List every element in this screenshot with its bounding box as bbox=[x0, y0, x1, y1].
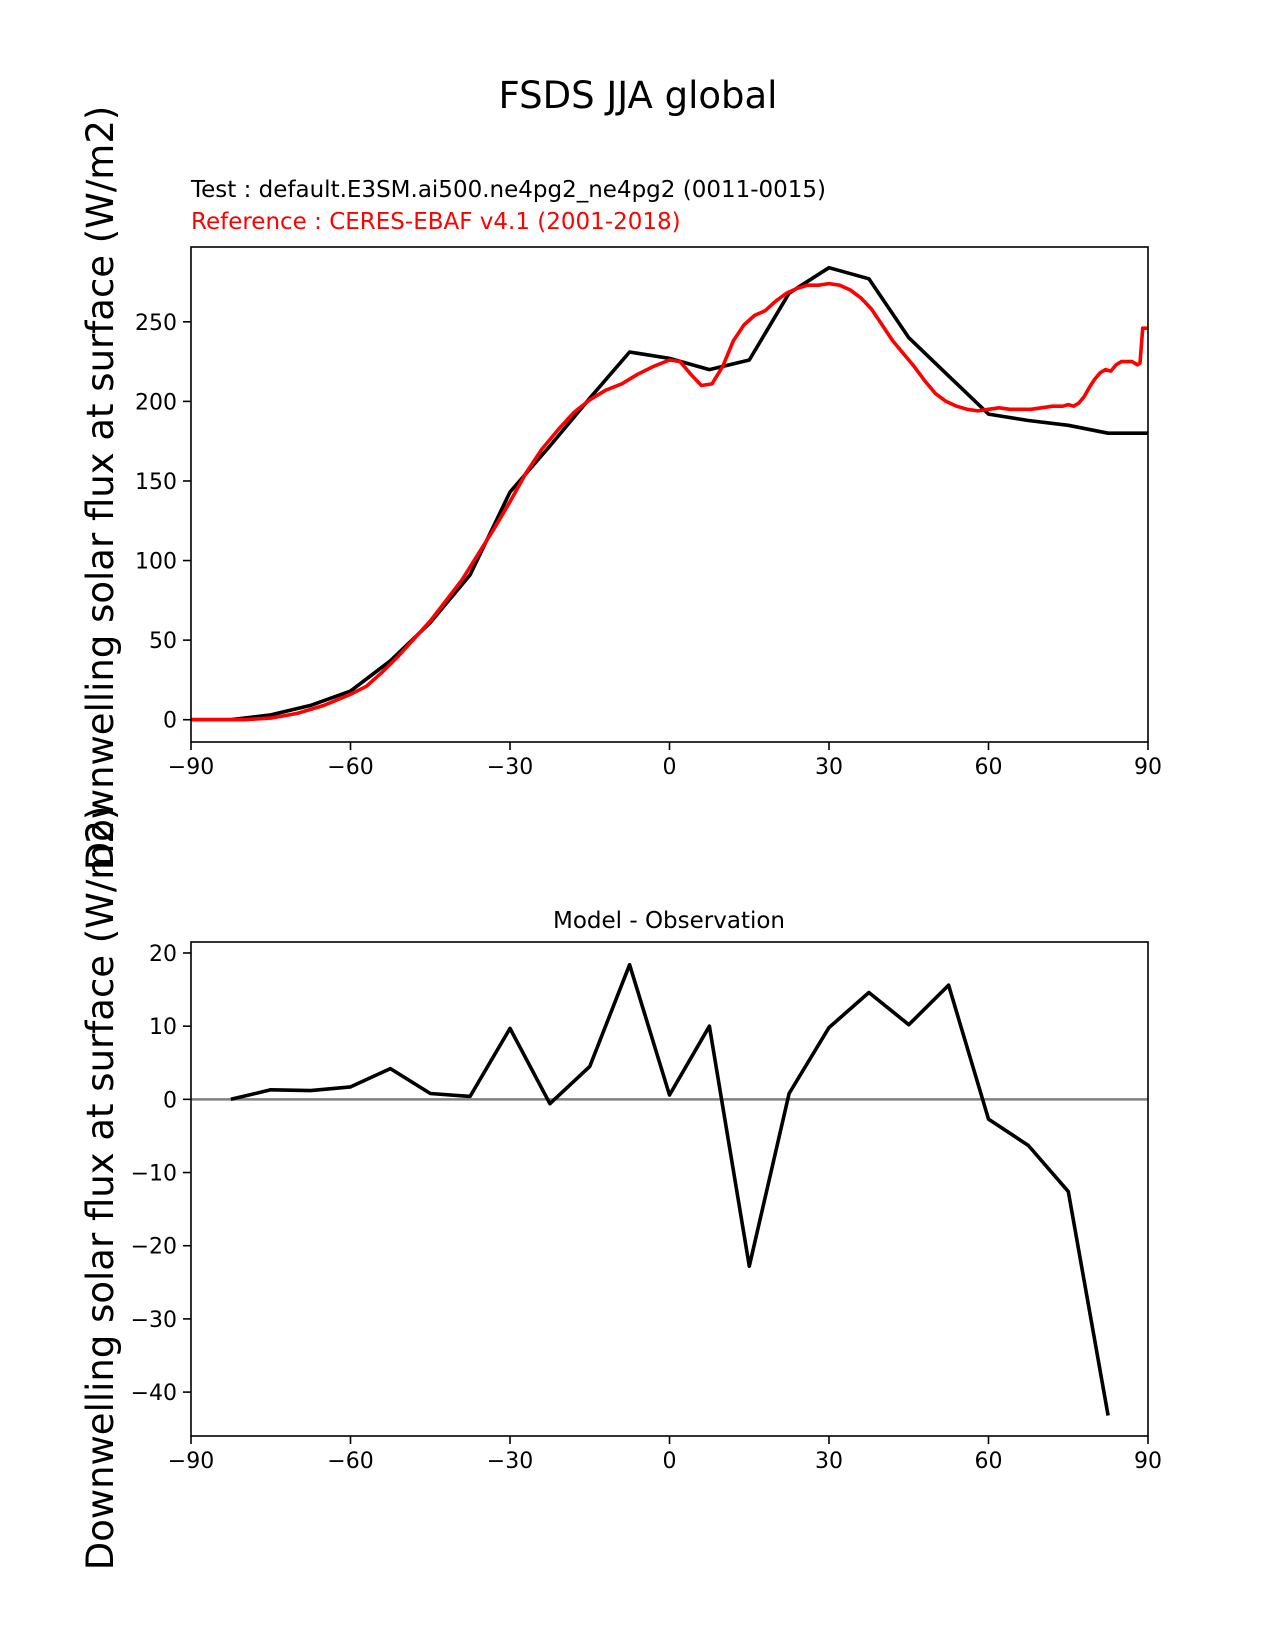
top-y-tick-label: 100 bbox=[135, 550, 177, 575]
bottom-y-tick-label: −30 bbox=[131, 1308, 177, 1333]
top-plot-area: −90 −60 −30 0 30 60 90 0 50 100 150 200 250 bbox=[135, 246, 1162, 780]
top-x-tick-label: −90 bbox=[168, 755, 214, 780]
top-y-axis-label: Downwelling solar flux at surface (W/m2) bbox=[79, 106, 122, 871]
top-panel: Test : default.E3SM.ai500.ne4pg2_ne4pg2 … bbox=[135, 177, 1162, 780]
top-x-tick-label: 90 bbox=[1134, 755, 1162, 780]
top-x-tick-label: −60 bbox=[327, 755, 373, 780]
top-x-tick-label: 0 bbox=[663, 755, 677, 780]
reference-label: Reference : CERES-EBAF v4.1 (2001-2018) bbox=[191, 209, 681, 235]
bottom-y-tick-label: 0 bbox=[163, 1088, 177, 1113]
bottom-x-tick-label: 60 bbox=[975, 1449, 1003, 1474]
bottom-series-difference bbox=[230, 962, 1110, 1416]
bottom-y-axis-label: Downwelling solar flux at surface (W/m2) bbox=[79, 806, 122, 1571]
top-x-tick-label: 30 bbox=[815, 755, 843, 780]
top-x-tick-label: 60 bbox=[975, 755, 1003, 780]
bottom-y-tick-label: −20 bbox=[131, 1235, 177, 1260]
bottom-x-tick-label: −90 bbox=[168, 1449, 214, 1474]
bottom-y-tick-label: −10 bbox=[131, 1162, 177, 1187]
bottom-x-tick-label: −30 bbox=[487, 1449, 533, 1474]
bottom-plot-area: −90 −60 −30 0 30 60 90 −40 −30 −20 −10 0 10 20 bbox=[131, 941, 1162, 1474]
bottom-panel: Model - Observation −90 −60 −30 0 30 60 90−40−… bbox=[131, 908, 1162, 1474]
bottom-x-tick-label: 30 bbox=[815, 1449, 843, 1474]
bottom-title: Model - Observation bbox=[553, 908, 785, 934]
test-label: Test : default.E3SM.ai500.ne4pg2_ne4pg2 … bbox=[190, 177, 826, 203]
top-y-tick-label: 150 bbox=[135, 470, 177, 495]
bottom-x-tick-label: 90 bbox=[1134, 1449, 1162, 1474]
top-y-tick-label: 250 bbox=[135, 311, 177, 336]
bottom-x-tick-label: 0 bbox=[663, 1449, 677, 1474]
top-y-tick-label: 0 bbox=[163, 709, 177, 734]
figure-title: FSDS JJA global bbox=[499, 74, 778, 117]
bottom-y-tick-label: 10 bbox=[149, 1015, 177, 1040]
top-y-tick-label: 200 bbox=[135, 390, 177, 415]
bottom-x-tick-label: −60 bbox=[327, 1449, 373, 1474]
top-x-tick-label: −30 bbox=[487, 755, 533, 780]
top-y-tick-label: 50 bbox=[149, 629, 177, 654]
top-series-reference bbox=[191, 281, 1148, 722]
bottom-y-tick-label: 20 bbox=[149, 942, 177, 967]
bottom-y-tick-label: −40 bbox=[131, 1381, 177, 1406]
